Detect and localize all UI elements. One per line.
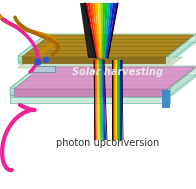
Polygon shape <box>90 3 99 58</box>
Polygon shape <box>10 66 196 88</box>
Polygon shape <box>105 3 113 58</box>
Polygon shape <box>101 60 103 140</box>
Polygon shape <box>10 97 170 103</box>
Polygon shape <box>103 60 105 140</box>
Circle shape <box>35 59 41 65</box>
Polygon shape <box>98 3 102 58</box>
Polygon shape <box>18 34 46 62</box>
Polygon shape <box>107 3 118 58</box>
Polygon shape <box>168 34 196 62</box>
Polygon shape <box>100 3 103 58</box>
Polygon shape <box>18 34 196 56</box>
Polygon shape <box>162 90 170 108</box>
Polygon shape <box>103 3 105 58</box>
Polygon shape <box>117 60 118 140</box>
Polygon shape <box>103 60 106 140</box>
Polygon shape <box>14 89 167 96</box>
Polygon shape <box>103 3 108 58</box>
Polygon shape <box>88 3 98 58</box>
Polygon shape <box>18 56 168 62</box>
Polygon shape <box>32 66 55 72</box>
Polygon shape <box>99 60 101 140</box>
Polygon shape <box>118 60 119 140</box>
Polygon shape <box>99 60 101 140</box>
Polygon shape <box>98 60 100 140</box>
Polygon shape <box>96 60 98 140</box>
Polygon shape <box>115 60 116 140</box>
Polygon shape <box>106 3 115 58</box>
Text: photon upconversion: photon upconversion <box>56 138 160 148</box>
Polygon shape <box>10 88 170 95</box>
Polygon shape <box>112 60 113 140</box>
Polygon shape <box>22 57 165 63</box>
Polygon shape <box>95 3 101 58</box>
Polygon shape <box>94 60 95 140</box>
Polygon shape <box>113 60 114 140</box>
Polygon shape <box>119 60 120 140</box>
Polygon shape <box>97 60 99 140</box>
Polygon shape <box>100 60 102 140</box>
Polygon shape <box>104 3 110 58</box>
Polygon shape <box>22 35 193 57</box>
Polygon shape <box>14 67 195 89</box>
Polygon shape <box>18 57 182 68</box>
Polygon shape <box>120 60 121 140</box>
Polygon shape <box>95 60 97 140</box>
Polygon shape <box>116 60 117 140</box>
Polygon shape <box>93 3 100 58</box>
Polygon shape <box>114 60 115 140</box>
Circle shape <box>44 57 48 63</box>
Polygon shape <box>170 66 196 95</box>
Polygon shape <box>10 66 38 95</box>
Text: Solar harvesting: Solar harvesting <box>73 67 163 77</box>
Polygon shape <box>80 3 96 58</box>
Polygon shape <box>10 75 196 97</box>
Polygon shape <box>95 60 96 140</box>
Polygon shape <box>85 3 97 58</box>
Polygon shape <box>18 42 196 64</box>
Polygon shape <box>102 60 104 140</box>
Polygon shape <box>121 60 122 140</box>
